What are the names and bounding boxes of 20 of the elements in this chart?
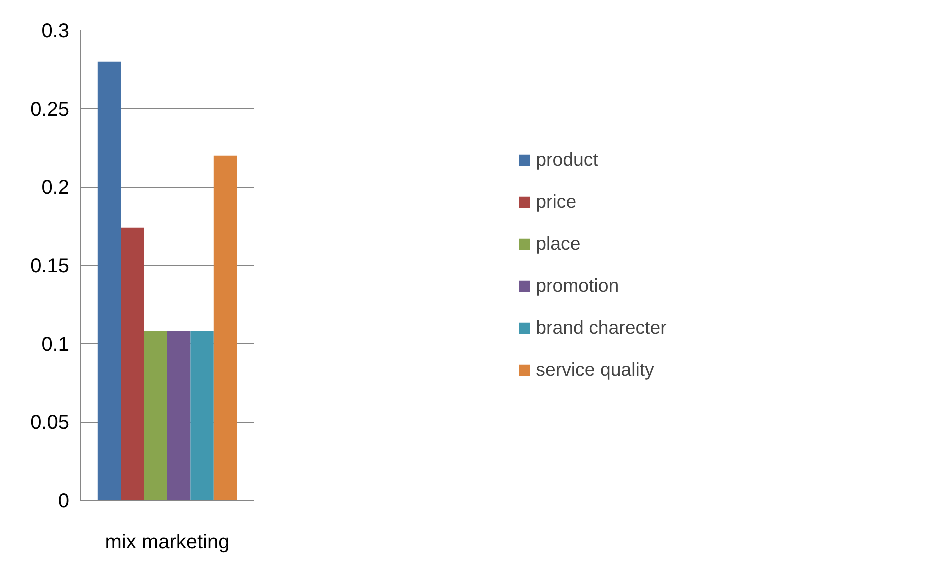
y-tick-label: 0.1 [42, 334, 70, 356]
y-tick-label: 0.05 [30, 412, 70, 434]
bar [190, 331, 214, 500]
y-tick-label: 0.3 [42, 20, 70, 42]
bar [144, 331, 168, 500]
legend-label: promotion [536, 275, 620, 297]
legend-label: price [536, 191, 577, 213]
y-tick-label: 0 [58, 490, 70, 512]
legend-label: service quality [536, 359, 654, 381]
x-tick-label: mix marketing [105, 532, 230, 554]
legend-label: brand charecter [536, 317, 667, 339]
y-tick-label: 0.25 [30, 98, 70, 121]
y-tick-label: 0.2 [42, 177, 70, 200]
bar [214, 156, 238, 500]
legend-label: place [536, 233, 581, 255]
y-tick-label: 0.15 [30, 256, 70, 278]
bar [121, 228, 144, 500]
bar [98, 62, 122, 500]
legend-label: product [536, 149, 598, 171]
bar [168, 331, 191, 500]
